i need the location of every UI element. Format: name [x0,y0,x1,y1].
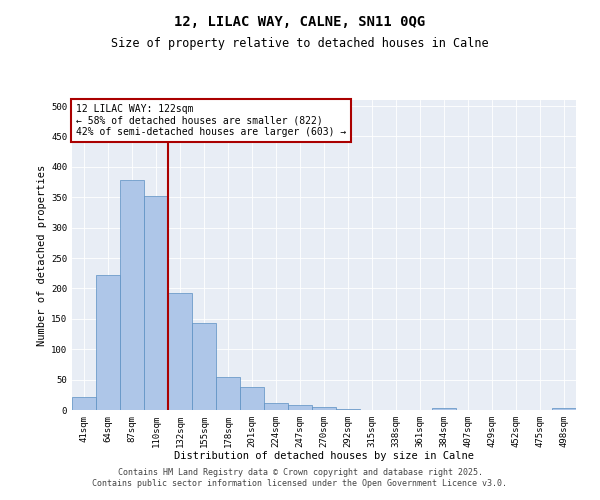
Text: 12, LILAC WAY, CALNE, SN11 0QG: 12, LILAC WAY, CALNE, SN11 0QG [175,15,425,29]
Text: Contains HM Land Registry data © Crown copyright and database right 2025.
Contai: Contains HM Land Registry data © Crown c… [92,468,508,487]
Bar [216,376,240,410]
Bar [552,408,576,410]
Text: Size of property relative to detached houses in Calne: Size of property relative to detached ho… [111,38,489,51]
Bar [168,294,192,410]
Bar [240,387,264,410]
Y-axis label: Number of detached properties: Number of detached properties [37,164,47,346]
X-axis label: Distribution of detached houses by size in Calne: Distribution of detached houses by size … [174,452,474,462]
Text: 12 LILAC WAY: 122sqm
← 58% of detached houses are smaller (822)
42% of semi-deta: 12 LILAC WAY: 122sqm ← 58% of detached h… [76,104,346,138]
Bar [144,196,168,410]
Bar [192,323,216,410]
Bar [336,409,360,410]
Bar [72,396,96,410]
Bar [120,180,144,410]
Bar [264,404,288,410]
Bar [288,404,312,410]
Bar [312,407,336,410]
Bar [96,275,120,410]
Bar [432,408,456,410]
